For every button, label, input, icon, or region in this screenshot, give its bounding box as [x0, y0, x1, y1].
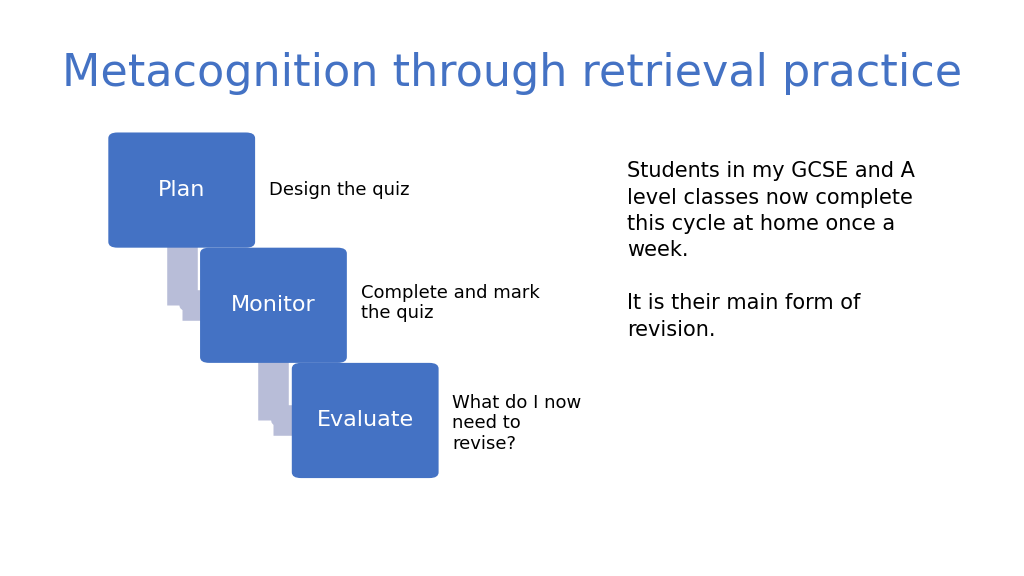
FancyBboxPatch shape [292, 363, 438, 478]
Text: Students in my GCSE and A
level classes now complete
this cycle at home once a
w: Students in my GCSE and A level classes … [627, 161, 914, 340]
Text: Complete and mark
the quiz: Complete and mark the quiz [360, 283, 540, 323]
Text: Metacognition through retrieval practice: Metacognition through retrieval practice [61, 52, 963, 95]
Text: Evaluate: Evaluate [316, 411, 414, 430]
Text: Design the quiz: Design the quiz [269, 180, 410, 199]
FancyBboxPatch shape [200, 248, 347, 363]
Text: What do I now
need to
revise?: What do I now need to revise? [453, 393, 582, 453]
Text: Plan: Plan [158, 180, 206, 200]
Text: Monitor: Monitor [231, 295, 315, 315]
FancyBboxPatch shape [109, 132, 255, 248]
